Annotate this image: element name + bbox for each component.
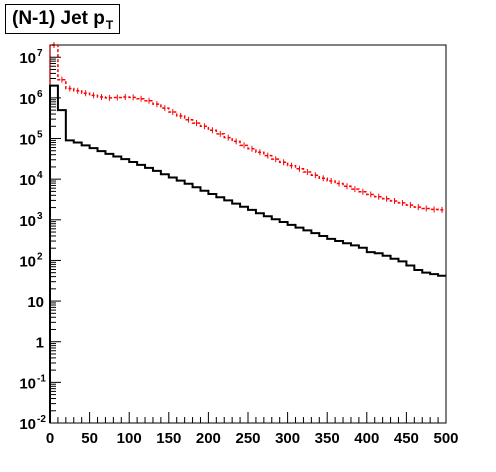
x-tick-label: 450 [394,430,419,447]
y-tick-exponent: -1 [37,373,46,384]
y-tick-label: 1 [36,335,44,352]
y-tick-label: 10 [19,213,36,230]
y-tick-exponent: 5 [37,130,43,141]
y-tick-label: 10 [19,253,36,270]
chart-title-main: (N-1) Jet p [12,8,105,29]
y-tick-exponent: 4 [37,170,43,181]
x-tick-label: 50 [81,430,98,447]
histogram-series-0 [49,42,446,423]
y-tick-label: 10 [19,375,36,392]
x-tick-label: 150 [156,430,181,447]
y-tick-label: 10 [19,91,36,108]
y-tick-exponent: 3 [37,211,43,222]
x-tick-label: 100 [117,430,142,447]
y-tick-label: 10 [19,172,36,189]
x-tick-label: 350 [315,430,340,447]
x-tick-label: 0 [46,430,54,447]
x-tick-label: 400 [354,430,379,447]
y-tick-exponent: -2 [37,414,46,425]
y-tick-label: 10 [19,416,36,433]
y-tick-label: 10 [19,132,36,149]
series-layer [49,42,446,423]
x-tick-label: 500 [433,430,458,447]
x-tick-label: 200 [196,430,221,447]
chart-title-subscript: T [105,18,114,32]
y-tick-exponent: 7 [37,48,43,59]
y-tick-exponent: 6 [37,89,43,100]
x-tick-label: 300 [275,430,300,447]
y-tick-label: 10 [27,294,44,311]
plot-frame [49,44,447,424]
histogram-line [49,84,446,423]
y-tick-exponent: 2 [37,251,43,262]
y-tick-label: 10 [19,50,36,67]
histogram-series-1 [49,84,446,423]
x-tick-label: 250 [235,430,260,447]
